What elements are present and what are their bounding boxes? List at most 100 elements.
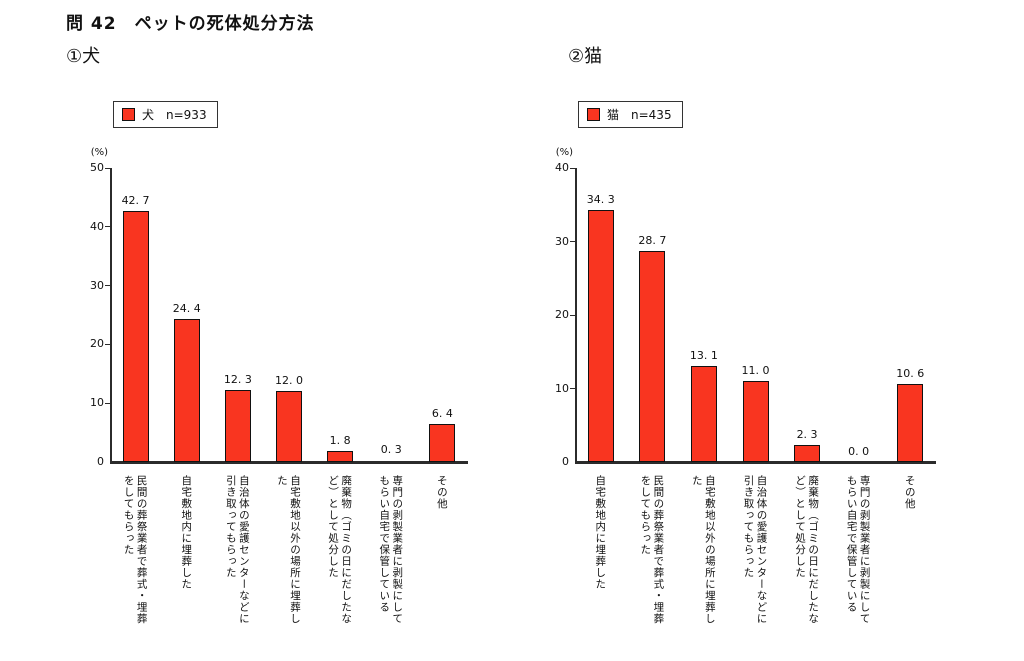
x-category-label-line: をしてもらった — [639, 475, 652, 556]
x-category-label-line: 自治体の愛護センターなどに — [237, 475, 250, 625]
y-tick-label: 10 — [90, 396, 104, 410]
y-axis-unit-label: (%) — [90, 147, 108, 158]
x-category-label-line: 専門の剥製業者に剥製にして — [391, 475, 404, 625]
x-axis-line — [110, 461, 468, 464]
section-label-dog: ①犬 — [66, 46, 101, 67]
x-category-label: その他 — [903, 475, 916, 661]
x-category-label-line: 引き取ってもらった — [742, 475, 755, 579]
x-category-label-line: 自宅敷地内に埋葬した — [180, 475, 193, 590]
bar — [122, 210, 149, 462]
x-category-label: 自宅敷地以外の場所に埋葬した — [690, 475, 716, 661]
x-category-label-line: 専門の剥製業者に剥製にして — [858, 475, 871, 625]
y-tick-mark — [105, 402, 110, 404]
x-category-label: 自宅敷地以外の場所に埋葬した — [275, 475, 301, 661]
y-axis-line — [110, 168, 112, 462]
x-category-label: 自治体の愛護センターなどに 引き取ってもらった — [224, 475, 250, 661]
bar — [587, 209, 614, 462]
legend-cat: 猫 n=435 — [578, 101, 683, 128]
y-tick-mark — [105, 285, 110, 287]
x-category-label-line: その他 — [435, 475, 448, 510]
x-category-label-line: 自宅敷地内に埋葬した — [594, 475, 607, 590]
x-category-label-line: その他 — [903, 475, 916, 510]
bar — [276, 391, 302, 462]
x-category-label-line: た — [276, 475, 288, 487]
x-category-label-line: 民間の葬祭業者で葬式・埋葬 — [652, 475, 665, 625]
y-tick-label: 20 — [90, 337, 104, 351]
x-category-label-line: 自宅敷地以外の場所に埋葬し — [289, 475, 301, 625]
x-category-label-line: もらい自宅で保管している — [378, 475, 391, 613]
x-category-label: 自治体の愛護センターなどに 引き取ってもらった — [742, 475, 768, 661]
bar-value-label: 11. 0 — [741, 364, 770, 378]
x-category-label: 民間の葬祭業者で葬式・埋葬 をしてもらった — [638, 475, 664, 661]
x-category-label-line: 廃棄物（ゴミの日にだしたな — [340, 475, 353, 625]
y-axis-unit-label: (%) — [555, 147, 573, 158]
y-tick-label: 40 — [90, 219, 104, 233]
y-tick-label: 20 — [555, 308, 569, 321]
bar-value-label: 10. 6 — [896, 367, 925, 381]
y-tick-mark — [570, 388, 575, 389]
x-category-label-line: 民間の葬祭業者で葬式・埋葬 — [135, 475, 148, 625]
legend-series-label-cat: 猫 — [607, 108, 620, 122]
y-tick-label: 0 — [562, 455, 569, 468]
bar-value-label: 42. 7 — [121, 193, 150, 207]
x-category-label: 廃棄物（ゴミの日にだしたな ど）として処分した — [326, 475, 352, 661]
legend-swatch-cat — [587, 108, 600, 121]
legend-swatch-dog — [122, 108, 135, 121]
bar — [897, 384, 924, 462]
y-axis-line — [575, 168, 577, 462]
legend-n-label-dog: n=933 — [166, 107, 207, 122]
page-title: 問 42 ペットの死体処分方法 — [66, 14, 315, 34]
y-tick-label: 0 — [97, 455, 104, 468]
bar — [327, 451, 354, 462]
y-tick-label: 30 — [555, 234, 569, 248]
x-category-label-line: もらい自宅で保管している — [845, 475, 858, 613]
x-category-label-line: 自治体の愛護センターなどに — [755, 475, 768, 625]
x-category-label: 民間の葬祭業者で葬式・埋葬 をしてもらった — [122, 475, 148, 661]
y-tick-mark — [105, 343, 110, 345]
bar-value-label: 34. 3 — [586, 192, 615, 206]
section-label-cat: ②猫 — [568, 46, 603, 67]
bar — [224, 389, 251, 462]
x-category-label-line: ど）として処分した — [327, 475, 340, 579]
y-tick-label: 30 — [90, 278, 104, 292]
x-category-label: 廃棄物（ゴミの日にだしたな ど）として処分した — [793, 475, 819, 661]
x-category-label: その他 — [435, 475, 448, 661]
bar-value-label: 2. 3 — [796, 428, 818, 442]
bar-value-label: 6. 4 — [431, 407, 453, 421]
bar-value-label: 1. 8 — [329, 434, 351, 448]
y-tick-label: 10 — [555, 381, 569, 395]
x-category-label-line: 廃棄物（ゴミの日にだしたな — [807, 475, 820, 625]
x-axis-line — [575, 461, 936, 464]
legend-n-label-cat: n=435 — [631, 107, 672, 122]
y-tick-mark — [105, 167, 110, 169]
x-category-label-line: ど）として処分した — [794, 475, 807, 579]
bar-value-label: 12. 0 — [275, 374, 303, 388]
bar — [639, 251, 666, 462]
x-category-label-line: をしてもらった — [122, 475, 135, 556]
x-category-label-line: 引き取ってもらった — [224, 475, 237, 579]
x-category-label: 自宅敷地内に埋葬した — [593, 475, 606, 661]
bar — [742, 381, 769, 462]
y-tick-mark — [570, 167, 575, 169]
bar-value-label: 13. 1 — [689, 348, 718, 362]
y-tick-mark — [570, 314, 575, 316]
y-tick-label: 40 — [555, 161, 569, 174]
bar — [794, 445, 821, 462]
legend-dog: 犬 n=933 — [113, 101, 218, 128]
bar — [429, 424, 456, 462]
bar-value-label: 0. 0 — [848, 445, 870, 458]
legend-series-label-dog: 犬 — [142, 108, 155, 122]
x-category-label: 自宅敷地内に埋葬した — [179, 475, 192, 661]
bar — [690, 365, 717, 462]
bar — [173, 318, 200, 462]
bar-value-label: 0. 3 — [380, 443, 402, 457]
x-category-label: 専門の剥製業者に剥製にして もらい自宅で保管している — [377, 475, 403, 661]
x-category-label-line: た — [690, 475, 703, 487]
x-category-label-line: 自宅敷地以外の場所に埋葬し — [703, 475, 716, 625]
x-category-label: 専門の剥製業者に剥製にして もらい自宅で保管している — [845, 475, 871, 661]
y-tick-label: 50 — [90, 161, 104, 174]
y-tick-mark — [570, 241, 575, 242]
y-tick-mark — [105, 226, 110, 228]
bar-value-label: 28. 7 — [638, 234, 667, 248]
